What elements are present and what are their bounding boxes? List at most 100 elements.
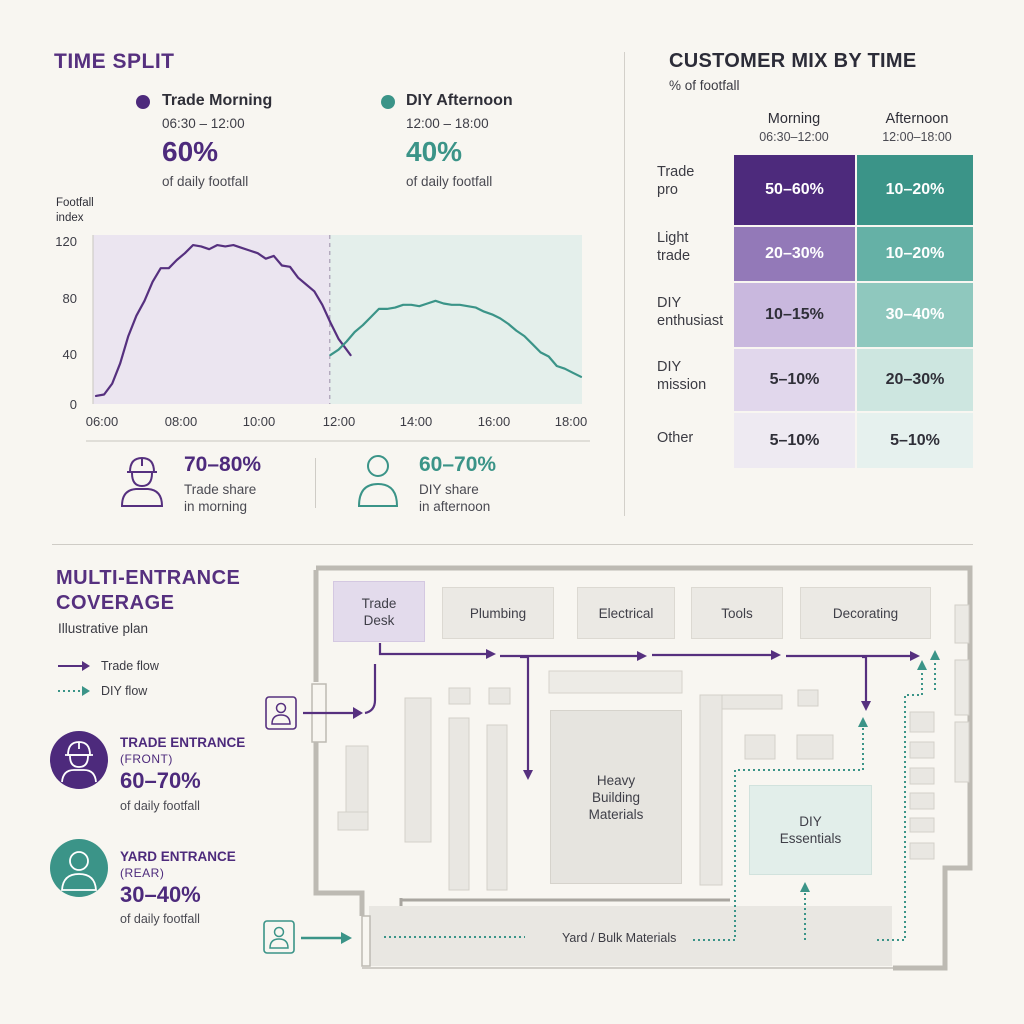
diy-person-icon	[357, 455, 399, 507]
x-tick-label: 18:00	[555, 414, 588, 429]
y-tick-label: 0	[70, 397, 77, 412]
diy-afternoon-share-value: 60–70%	[419, 453, 497, 476]
shelf-unit	[345, 745, 369, 815]
diy-flow-paths	[384, 657, 936, 941]
plan-wall-left	[313, 570, 365, 916]
x-tick-label: 08:00	[165, 414, 198, 429]
zone-tools: Tools	[691, 587, 783, 639]
aisle-shelf	[721, 694, 783, 710]
teal-dot-icon	[381, 95, 395, 109]
coverage-title-line2: COVERAGE	[56, 592, 175, 614]
mix-row-label: Light trade	[657, 229, 690, 265]
y-tick-label: 80	[63, 291, 77, 306]
diy-afternoon-pct: 40%	[406, 136, 463, 167]
afternoon-footfall-line	[329, 299, 583, 378]
column-afternoon-time: 12:00–18:00	[882, 130, 952, 144]
trade-share-line1: Trade share	[184, 482, 257, 497]
aisle-shelf	[699, 694, 723, 886]
y-axis-label: Footfall index	[56, 196, 94, 226]
legend-trade-flow: Trade flow	[101, 659, 159, 673]
plan-wall-right	[316, 565, 973, 971]
zone-diy-essentials: DIY Essentials	[749, 785, 872, 875]
diy-afternoon-note: of daily footfall	[406, 174, 493, 189]
zone-plumbing: Plumbing	[442, 587, 554, 639]
aisle-shelf	[448, 717, 470, 891]
trade-desk-line1: Trade	[361, 595, 397, 611]
mix-cell-afternoon: 30–40%	[857, 283, 973, 347]
coverage-subtitle: Illustrative plan	[58, 621, 149, 636]
aisle-endcap	[488, 687, 511, 705]
afternoon-shade	[329, 235, 582, 404]
mix-row-label-line2: mission	[657, 377, 707, 393]
morning-shade	[93, 235, 330, 404]
column-afternoon-name: Afternoon	[885, 111, 949, 127]
mix-row-label: DIY enthusiast	[657, 294, 723, 330]
customer-mix-title: CUSTOMER MIX BY TIME	[669, 50, 917, 72]
shelf-bay	[909, 741, 935, 759]
column-morning-name: Morning	[767, 111, 821, 127]
diy-share-line2: in afternoon	[419, 499, 491, 514]
shelf-unit	[337, 811, 369, 831]
aisle-shelf	[404, 697, 432, 843]
yard-area	[369, 906, 892, 966]
yard-door	[361, 915, 371, 967]
diy-flow-arrowheads	[800, 650, 940, 892]
legend-flow-icons	[58, 661, 90, 696]
zone-trade-desk: Trade Desk	[333, 581, 425, 642]
morning-footfall-line	[94, 244, 352, 397]
zone-yard-label: Yard / Bulk Materials	[562, 931, 677, 945]
right-wall-fixture	[954, 604, 970, 644]
display-table	[744, 734, 776, 760]
mix-row-label-line1: Trade	[657, 164, 695, 180]
mix-row-label-line1: Other	[657, 430, 694, 446]
mix-cell-afternoon: 5–10%	[857, 413, 973, 468]
diy-afternoon-time: 12:00 – 18:00	[406, 116, 489, 131]
shelf-bay	[909, 792, 935, 810]
mix-row-label: Other	[657, 429, 693, 447]
yard-entrance-pct: 30–40%	[120, 882, 201, 907]
column-morning-time: 06:30–12:00	[759, 130, 829, 144]
customer-mix-subtitle: % of footfall	[669, 78, 740, 93]
diy-line1: DIY	[799, 814, 822, 829]
trade-morning-pct: 60%	[162, 136, 219, 167]
mix-cell-morning: 20–30%	[734, 227, 855, 281]
trade-morning-share-label: Trade share in morning	[184, 481, 256, 515]
trade-morning-name: Trade Morning	[162, 92, 273, 109]
mix-cell-morning: 50–60%	[734, 155, 855, 225]
trade-share-line2: in morning	[184, 499, 248, 514]
mix-row-label: DIY mission	[657, 358, 706, 394]
column-header-afternoon: Afternoon 12:00–18:00	[858, 111, 976, 144]
diy-line2: Essentials	[779, 831, 842, 846]
shelf-bay	[909, 817, 935, 833]
mix-row-label-line2: pro	[657, 182, 678, 198]
y-axis-label-line1: Footfall	[56, 197, 94, 209]
aisle-endcap	[448, 687, 471, 705]
diy-share-line1: DIY share	[419, 482, 479, 497]
mix-row-label-line1: DIY	[657, 359, 682, 375]
diy-afternoon-share-label: DIY share in afternoon	[419, 481, 490, 515]
mix-row-label-line1: Light	[657, 230, 689, 246]
right-wall-fixture	[954, 721, 970, 783]
aisle-shelf	[486, 724, 508, 891]
trade-desk-line2: Desk	[363, 612, 395, 628]
purple-dot-icon	[136, 95, 150, 109]
heavy-line3: Materials	[588, 806, 644, 822]
mix-cell-afternoon: 10–20%	[857, 155, 973, 225]
yard-entrance-sub: (REAR)	[120, 866, 165, 880]
right-wall-fixture	[954, 659, 970, 716]
zone-decorating: Decorating	[800, 587, 931, 639]
mix-row-label-line1: DIY	[657, 295, 682, 311]
x-tick-label: 06:00	[86, 414, 119, 429]
x-tick-label: 10:00	[243, 414, 276, 429]
heavy-line1: Heavy	[596, 772, 636, 788]
mix-row-label: Trade pro	[657, 163, 694, 199]
yard-entrance-person-icon	[263, 920, 295, 954]
time-split-title: TIME SPLIT	[54, 50, 175, 73]
mix-cell-afternoon: 20–30%	[857, 349, 973, 411]
mix-cell-afternoon: 10–20%	[857, 227, 973, 281]
shelf-bay	[909, 711, 935, 733]
heavy-line2: Building	[591, 789, 641, 805]
mix-cell-morning: 10–15%	[734, 283, 855, 347]
trade-entrance-sub: (FRONT)	[120, 752, 173, 766]
